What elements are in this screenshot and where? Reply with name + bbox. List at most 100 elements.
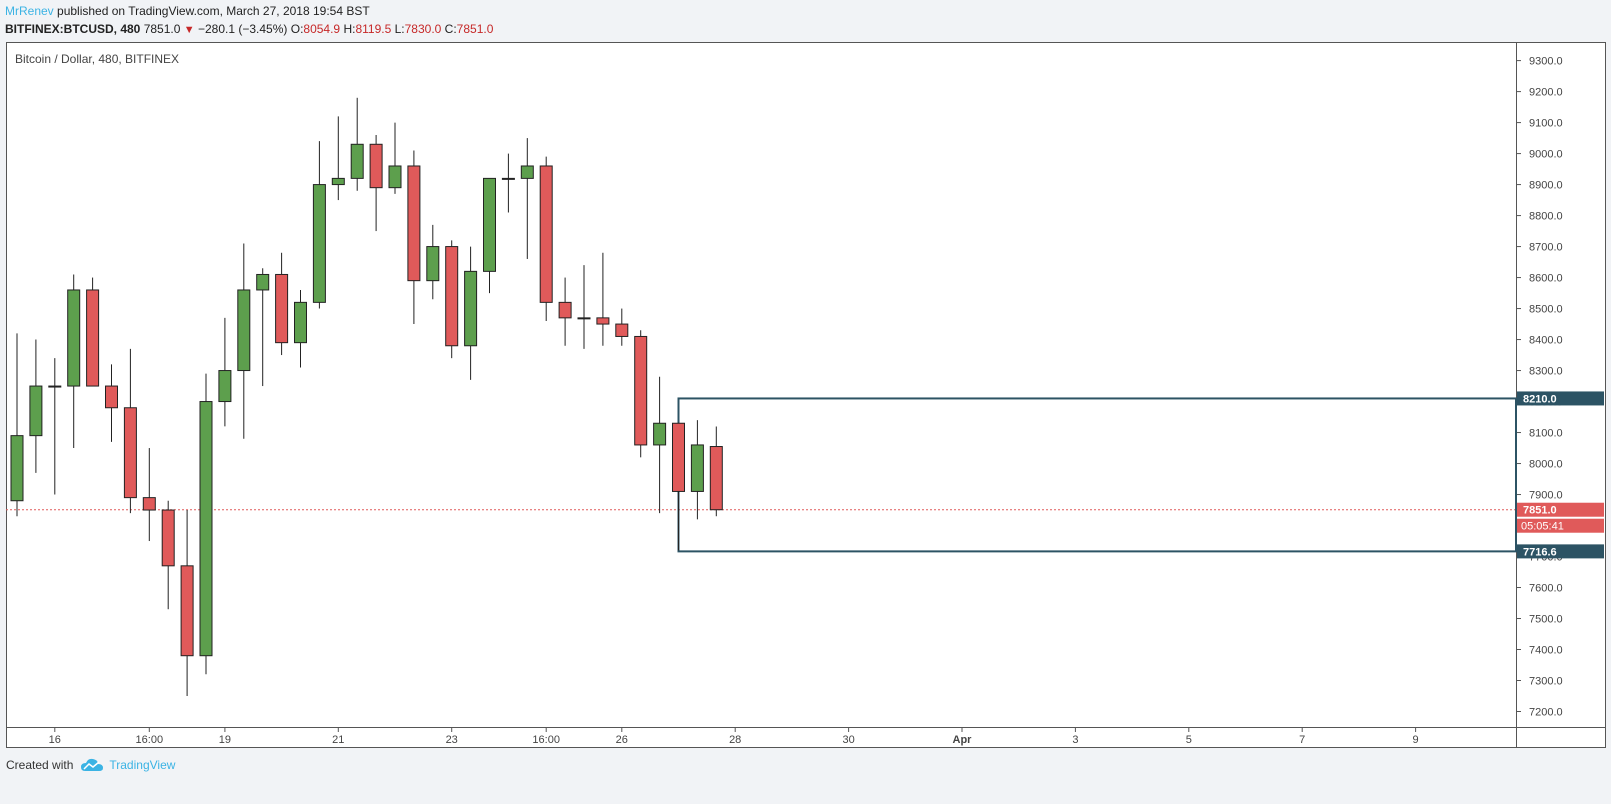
range-box: [677, 397, 1517, 553]
y-tick-label: 8700.0: [1529, 242, 1563, 254]
box-top-price-label-bg: [1517, 391, 1604, 406]
candle-up: [312, 184, 326, 303]
candle-up: [501, 177, 515, 180]
candle-up: [67, 289, 81, 387]
high-label: H:: [343, 22, 356, 36]
y-tick-label: 8300.0: [1529, 366, 1563, 378]
x-tick-label: 9: [1413, 734, 1419, 746]
candle-down: [539, 165, 553, 303]
candle-up: [483, 177, 496, 272]
y-tick-label: 9300.0: [1529, 56, 1563, 68]
tradingview-link[interactable]: TradingView: [109, 758, 176, 772]
y-tick-label: 8800.0: [1529, 211, 1563, 223]
low-label: L:: [394, 22, 405, 36]
candle-down: [445, 246, 459, 347]
y-tick-label: 8400.0: [1529, 335, 1563, 347]
current-price-label: 7851.0: [1523, 505, 1557, 517]
y-tick-label: 8100.0: [1529, 428, 1563, 440]
y-tick-label: 7400.0: [1529, 645, 1563, 657]
candle-down: [407, 165, 421, 282]
candle-up: [388, 165, 402, 189]
candle-down: [275, 273, 289, 344]
candle-up: [199, 401, 213, 657]
y-tick-label: 9200.0: [1529, 87, 1563, 99]
close-value: 7851.0: [456, 22, 494, 36]
chart-area[interactable]: 9300.0 9200.0 9100.0 9000.0 8900.0 8800.0 8700…: [6, 42, 1606, 748]
candle-up: [331, 177, 345, 186]
candle-down: [105, 385, 118, 409]
x-tick-label: 16: [49, 734, 61, 746]
candle-up: [426, 246, 440, 282]
candle-down: [142, 497, 156, 511]
x-tick-label: 7: [1299, 734, 1305, 746]
down-arrow-icon: ▼: [183, 24, 195, 36]
candle-up: [464, 270, 478, 347]
candle-up: [294, 301, 307, 344]
x-tick-label: 21: [332, 734, 344, 746]
publish-line: MrRenev published on TradingView.com, Ma…: [5, 4, 370, 18]
y-tick-label: 7500.0: [1529, 614, 1563, 626]
box-top-price-label: 8210.0: [1523, 393, 1557, 405]
ohlc-line: BITFINEX:BTCUSD, 480 7851.0 ▼ −280.1 (−3…: [5, 22, 493, 36]
candle-up: [690, 444, 704, 492]
candle-up: [10, 435, 24, 502]
candle-up: [653, 422, 667, 446]
candle-down: [596, 317, 610, 325]
y-tick-label: 8600.0: [1529, 273, 1563, 285]
box-bottom-price-label: 7716.6: [1523, 546, 1557, 558]
box-bottom-price-label-bg: [1517, 544, 1604, 559]
candlestick-chart[interactable]: 9300.0 9200.0 9100.0 9000.0 8900.0 8800.0 8700…: [6, 42, 1606, 748]
close-label: C:: [444, 22, 457, 36]
last-price: 7851.0: [143, 22, 181, 36]
author-link[interactable]: MrRenev: [5, 4, 54, 18]
x-tick-label: 3: [1072, 734, 1078, 746]
current-price-label-bg: [1517, 502, 1604, 517]
x-tick-label: 5: [1186, 734, 1192, 746]
y-tick-label: 8000.0: [1529, 459, 1563, 471]
symbol-label: BITFINEX:BTCUSD, 480: [5, 22, 141, 36]
candle-up: [218, 370, 232, 403]
y-tick-label: 7200.0: [1529, 707, 1563, 719]
candle-down: [161, 509, 175, 567]
x-tick-label: 30: [842, 734, 854, 746]
x-tick-label: 28: [729, 734, 741, 746]
countdown-bg: [1517, 518, 1604, 533]
created-with-text: Created with: [6, 758, 74, 772]
y-tick-label: 8900.0: [1529, 180, 1563, 192]
open-value: 8054.9: [303, 22, 341, 36]
high-value: 8119.5: [355, 22, 392, 36]
chart-title: Bitcoin / Dollar, 480, BITFINEX: [15, 52, 180, 66]
open-label: O:: [290, 22, 304, 36]
candle-down: [709, 446, 723, 511]
y-tick-label: 7300.0: [1529, 676, 1563, 688]
candle-up: [237, 289, 251, 372]
candle-down: [86, 289, 100, 387]
candle-up: [256, 273, 270, 291]
x-tick-label: 26: [616, 734, 628, 746]
tradingview-cloud-icon: [81, 758, 104, 771]
x-tick-label: 16:00: [136, 734, 164, 746]
candle-up: [48, 385, 62, 388]
candle-down: [558, 301, 572, 319]
candle-up: [577, 317, 591, 320]
y-tick-label: 7900.0: [1529, 490, 1563, 502]
y-tick-label: 9100.0: [1529, 118, 1563, 130]
candle-up: [29, 385, 43, 437]
candle-up: [520, 165, 534, 179]
candle-up: [350, 143, 364, 179]
candle-down: [615, 323, 629, 337]
candle-down: [634, 335, 648, 446]
y-tick-label: 7600.0: [1529, 583, 1563, 595]
countdown-label: 05:05:41: [1521, 521, 1564, 533]
price-change: −280.1 (−3.45%): [197, 22, 288, 36]
y-tick-label: 9000.0: [1529, 149, 1563, 161]
x-tick-label: 19: [219, 734, 231, 746]
x-tick-label: 16:00: [532, 734, 560, 746]
candle-down: [123, 407, 137, 499]
candle-down: [369, 143, 383, 189]
chart-border: [6, 42, 1606, 748]
low-value: 7830.0: [404, 22, 442, 36]
footer: Created with TradingView: [6, 758, 175, 772]
published-text: published on TradingView.com, March 27, …: [57, 4, 370, 18]
y-tick-label: 8500.0: [1529, 304, 1563, 316]
